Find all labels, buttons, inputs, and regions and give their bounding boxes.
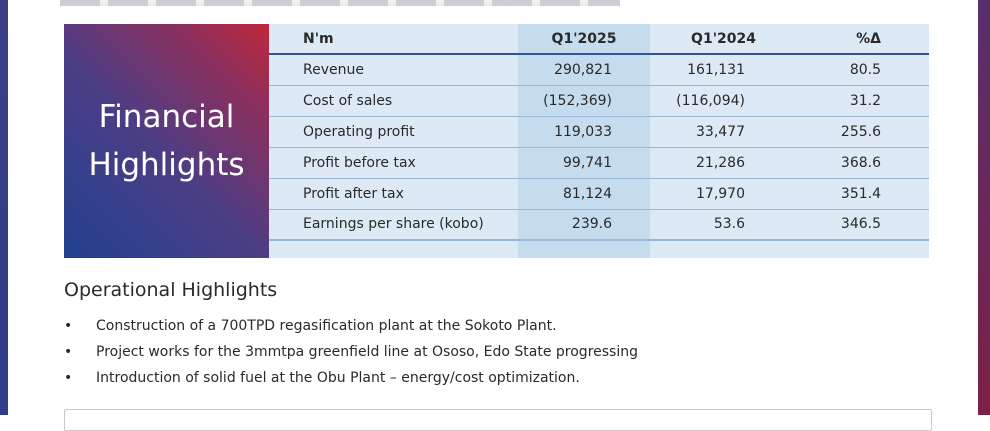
list-item-text: Project works for the 3mmtpa greenfield …: [96, 344, 638, 360]
panel-title-line1: Financial: [98, 99, 235, 135]
table-row: Profit after tax 81,124 17,970 351.4: [269, 178, 929, 210]
table-row: Revenue 290,821 161,131 80.5: [269, 54, 929, 86]
table-row: Profit before tax 99,741 21,286 368.6: [269, 147, 929, 179]
row-q1-2025: 239.6: [518, 209, 650, 241]
operational-highlights-heading: Operational Highlights: [64, 279, 278, 301]
list-item-text: Introduction of solid fuel at the Obu Pl…: [96, 370, 580, 386]
financial-highlights-panel: Financial Highlights: [64, 24, 269, 258]
row-q1-2025: 119,033: [518, 116, 650, 148]
panel-title-line2: Highlights: [88, 147, 245, 183]
header-q1-2024: Q1'2024: [650, 24, 797, 55]
row-q1-2024: 33,477: [650, 116, 797, 148]
row-q1-2025: 290,821: [518, 54, 650, 86]
row-label: Cost of sales: [269, 85, 518, 117]
row-q1-2024: 21,286: [650, 147, 797, 179]
row-q1-2025: (152,369): [518, 85, 650, 117]
bullet-icon: •: [64, 318, 73, 334]
row-q1-2025: 99,741: [518, 147, 650, 179]
table-row: Cost of sales (152,369) (116,094) 31.2: [269, 85, 929, 117]
list-item: • Construction of a 700TPD regasificatio…: [64, 315, 764, 341]
row-pct: 255.6: [797, 116, 929, 148]
row-pct: 31.2: [797, 85, 929, 117]
table-header-row: N'm Q1'2025 Q1'2024 %Δ: [269, 24, 929, 55]
next-section-box: [64, 409, 932, 431]
header-nm: N'm: [269, 24, 518, 55]
header-pct-change: %Δ: [797, 24, 929, 55]
list-item: • Introduction of solid fuel at the Obu …: [64, 367, 764, 393]
right-edge-bar: [978, 0, 990, 415]
row-label: Earnings per share (kobo): [269, 209, 518, 241]
row-label: Profit before tax: [269, 147, 518, 179]
row-label: Operating profit: [269, 116, 518, 148]
row-pct: 351.4: [797, 178, 929, 210]
table-row: Earnings per share (kobo) 239.6 53.6 346…: [269, 209, 929, 241]
panel-title: Financial Highlights: [88, 93, 244, 189]
list-item-text: Construction of a 700TPD regasification …: [96, 318, 557, 334]
financial-table: N'm Q1'2025 Q1'2024 %Δ Revenue 290,821 1…: [269, 24, 929, 241]
row-q1-2024: (116,094): [650, 85, 797, 117]
row-pct: 80.5: [797, 54, 929, 86]
left-edge-bar: [0, 0, 8, 415]
operational-highlights-list: • Construction of a 700TPD regasificatio…: [64, 315, 764, 393]
row-pct: 368.6: [797, 147, 929, 179]
row-pct: 346.5: [797, 209, 929, 241]
table-row: Operating profit 119,033 33,477 255.6: [269, 116, 929, 148]
row-q1-2024: 17,970: [650, 178, 797, 210]
row-label: Revenue: [269, 54, 518, 86]
row-q1-2024: 53.6: [650, 209, 797, 241]
row-q1-2025: 81,124: [518, 178, 650, 210]
bullet-icon: •: [64, 344, 73, 360]
row-label: Profit after tax: [269, 178, 518, 210]
bullet-icon: •: [64, 370, 73, 386]
header-q1-2025: Q1'2025: [518, 24, 650, 55]
cropped-top-text: [60, 0, 620, 6]
list-item: • Project works for the 3mmtpa greenfiel…: [64, 341, 764, 367]
row-q1-2024: 161,131: [650, 54, 797, 86]
